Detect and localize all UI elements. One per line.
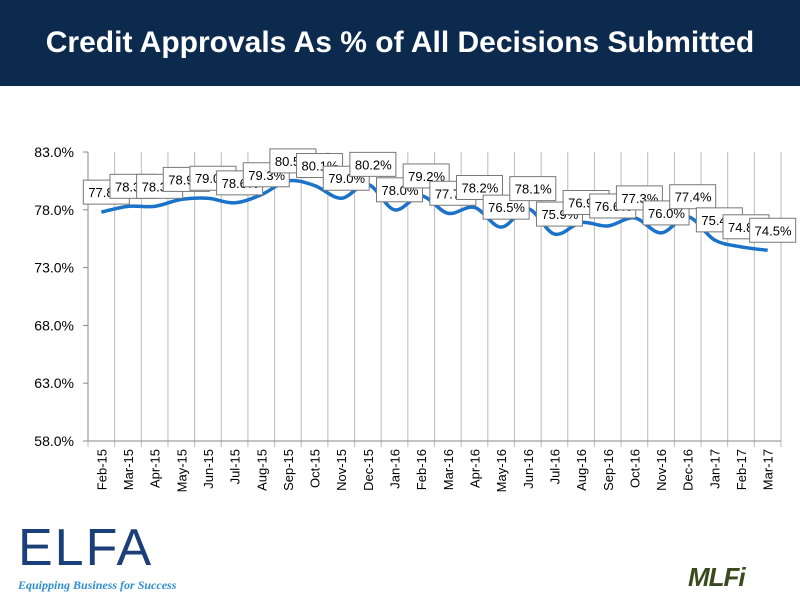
x-tick-label: Mar-16 — [441, 449, 456, 490]
x-tick-label: Feb-17 — [734, 449, 749, 490]
data-label-box — [642, 200, 690, 226]
x-tick-label: Aug-15 — [254, 449, 269, 491]
x-tick-label: Sep-15 — [281, 449, 296, 491]
x-tick-label: May-15 — [174, 449, 189, 492]
x-tick-label: Nov-15 — [334, 449, 349, 491]
x-tick-label: Oct-15 — [308, 449, 323, 488]
elfa-tagline: Equipping Business for Success — [18, 578, 177, 592]
page-title: Credit Approvals As % of All Decisions S… — [45, 26, 755, 59]
x-tick-label: Nov-16 — [654, 449, 669, 491]
data-label-box — [349, 151, 397, 177]
y-tick-label: 83.0% — [34, 144, 74, 160]
y-tick-label: 58.0% — [34, 433, 74, 449]
data-label: 76.5% — [488, 200, 525, 215]
x-tick-label: May-16 — [494, 449, 509, 492]
x-tick-label: Jun-15 — [201, 449, 216, 489]
x-tick-label: Jun-16 — [521, 449, 536, 489]
header-banner: Credit Approvals As % of All Decisions S… — [0, 0, 800, 86]
data-label: 78.2% — [461, 180, 498, 195]
x-tick-label: Mar-17 — [761, 449, 776, 490]
data-label: 78.1% — [515, 182, 552, 197]
data-label-box — [749, 217, 797, 243]
x-tick-label: Aug-16 — [574, 449, 589, 491]
data-label: 80.2% — [355, 157, 392, 172]
elfa-logo: ELFA Equipping Business for Success — [18, 522, 176, 593]
elfa-logo-text: ELFA — [18, 519, 154, 577]
y-tick-label: 63.0% — [34, 375, 74, 391]
x-tick-label: Dec-15 — [361, 449, 376, 491]
data-label-box — [669, 184, 717, 210]
x-tick-label: Feb-16 — [414, 449, 429, 490]
x-tick-label: Feb-15 — [94, 449, 109, 490]
x-tick-label: Mar-15 — [121, 449, 136, 490]
data-label: 76.0% — [648, 206, 685, 221]
data-label: 77.4% — [675, 190, 712, 205]
x-tick-label: Jul-16 — [547, 449, 562, 484]
data-label: 74.5% — [755, 223, 792, 238]
x-tick-label: Dec-16 — [681, 449, 696, 491]
y-tick-label: 73.0% — [34, 260, 74, 276]
data-label: 79.2% — [408, 169, 445, 184]
mlfi-logo: MLFi — [688, 562, 746, 592]
y-tick-label: 78.0% — [34, 202, 74, 218]
x-tick-label: Jul-15 — [228, 449, 243, 484]
x-tick-label: Oct-16 — [627, 449, 642, 488]
y-tick-label: 68.0% — [34, 317, 74, 333]
x-tick-label: Apr-16 — [467, 449, 482, 488]
data-label-box — [509, 176, 557, 202]
x-tick-label: Apr-15 — [148, 449, 163, 488]
x-tick-label: Jan-17 — [707, 449, 722, 489]
x-tick-label: Jan-16 — [388, 449, 403, 489]
x-tick-label: Sep-16 — [601, 449, 616, 491]
